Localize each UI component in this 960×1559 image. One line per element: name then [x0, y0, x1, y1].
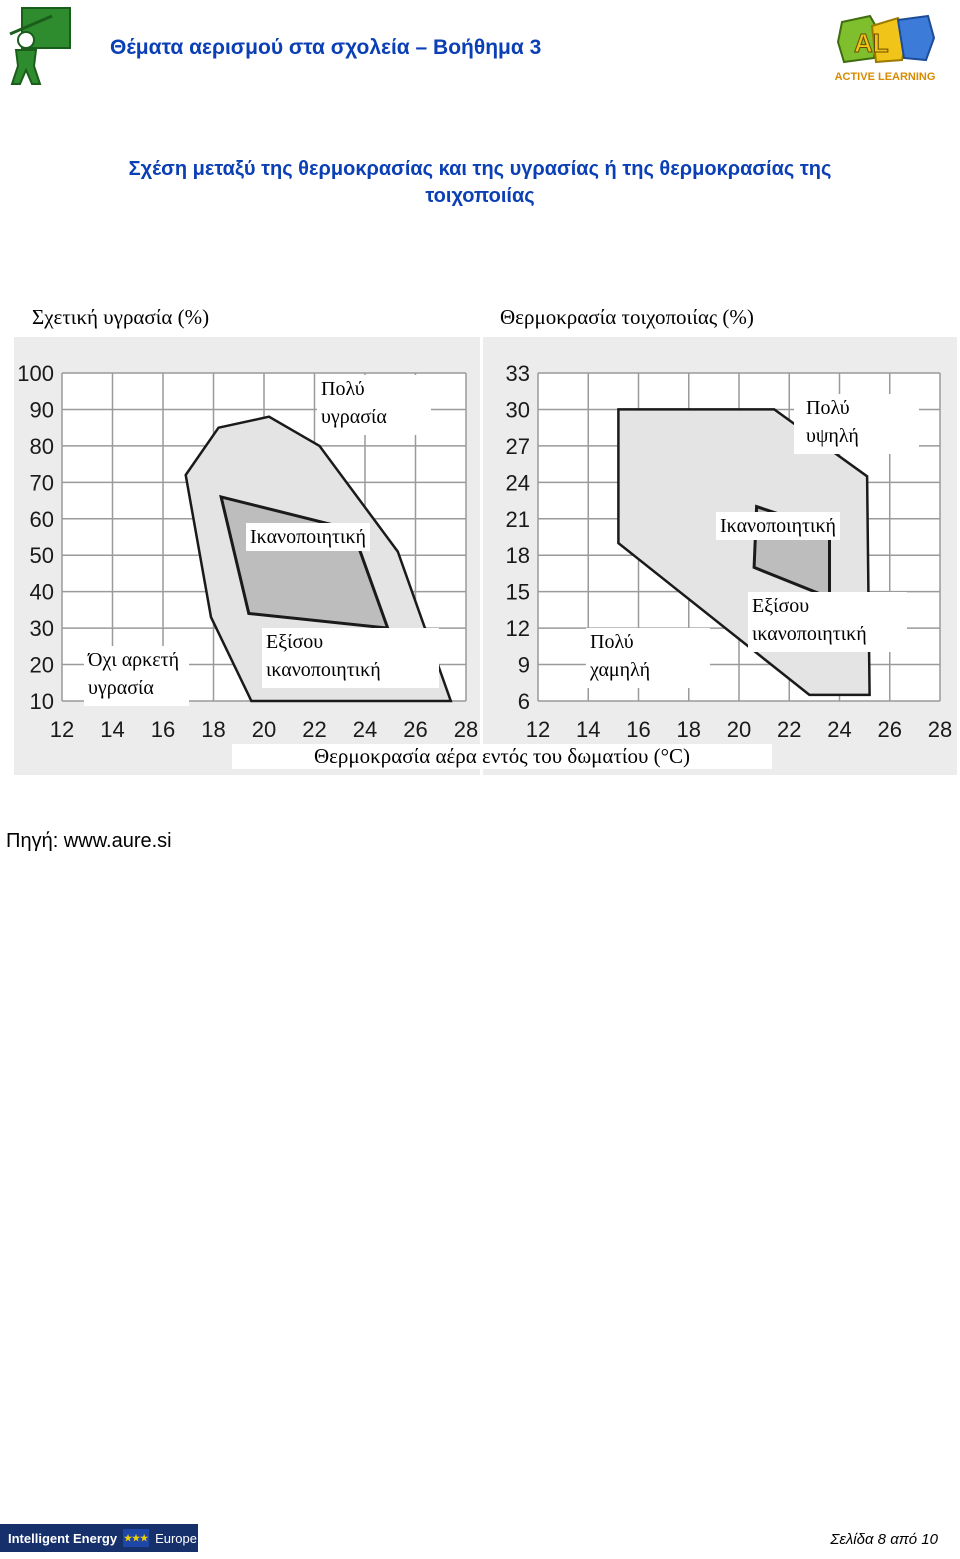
x-axis-caption-unit: °C) — [660, 744, 691, 768]
left-label-very-humid-1: Πολύ — [321, 378, 365, 400]
right-x-tick-label: 24 — [827, 717, 851, 742]
section-title-line2: τοιχοποιίας — [425, 185, 535, 207]
page-number: Σελίδα 8 από 10 — [830, 1531, 938, 1548]
right-label-very-high-1: Πολύ — [806, 397, 850, 419]
left-label-equal: Εξίσου ικανοποιητική — [262, 628, 439, 688]
right-y-tick-label: 18 — [506, 543, 530, 568]
left-y-tick-label: 20 — [30, 653, 54, 678]
left-y-tick-label: 100 — [17, 361, 54, 386]
right-y-tick-label: 33 — [506, 361, 530, 386]
right-y-tick-label: 6 — [518, 689, 530, 714]
left-label-very-humid-2: υγρασία — [321, 406, 387, 428]
left-x-tick-label: 18 — [201, 717, 225, 742]
left-y-tick-label: 80 — [30, 434, 54, 459]
left-axis-caption: Σχετική υγρασία (%) — [32, 305, 210, 329]
x-axis-caption: Θερμοκρασία αέρα εντός του δωματίου (°C) — [232, 744, 772, 769]
right-y-tick-label: 21 — [506, 507, 530, 532]
section-title: Σχέση μεταξύ της θερμοκρασίας και της υγ… — [0, 156, 960, 210]
right-axis-caption: Θερμοκρασία τοιχοποιίας (%) — [500, 305, 754, 329]
left-y-tick-label: 40 — [30, 580, 54, 605]
right-y-tick-label: 9 — [518, 653, 530, 678]
right-label-very-low-2: χαμηλή — [590, 659, 651, 681]
right-label-very-low-1: Πολύ — [590, 631, 634, 653]
right-label-satisfactory: Ικανοποιητική — [716, 512, 840, 540]
logo-caption: ACTIVE LEARNING — [835, 71, 936, 83]
right-x-tick-label: 16 — [626, 717, 650, 742]
teacher-logo — [6, 4, 72, 86]
left-x-tick-label: 16 — [151, 717, 175, 742]
right-y-tick-label: 27 — [506, 434, 530, 459]
left-y-tick-label: 50 — [30, 543, 54, 568]
right-label-very-high-2: υψηλή — [806, 425, 859, 447]
right-y-tick-label: 15 — [506, 580, 530, 605]
left-x-tick-label: 26 — [403, 717, 427, 742]
left-x-tick-label: 12 — [50, 717, 74, 742]
right-x-tick-label: 20 — [727, 717, 751, 742]
intelligent-energy-logo: Intelligent Energy ★★★ Europe — [0, 1524, 198, 1552]
logo-letters: AL — [854, 28, 889, 58]
right-x-tick-label: 12 — [526, 717, 550, 742]
right-y-tick-label: 12 — [506, 616, 530, 641]
right-x-tick-label: 28 — [928, 717, 952, 742]
right-label-equal-1: Εξίσου — [752, 595, 810, 617]
right-y-tick-label: 24 — [506, 470, 530, 495]
x-axis-caption-text: Θερμοκρασία αέρα εντός του δωματίου ( — [313, 744, 661, 768]
right-label-equal-2: ικανοποιητική — [752, 623, 867, 645]
left-y-tick-label: 60 — [30, 507, 54, 532]
left-label-satisfactory: Ικανοποιητική — [246, 523, 370, 551]
right-x-tick-label: 22 — [777, 717, 801, 742]
ie-logo-text: Intelligent Energy — [8, 1530, 118, 1546]
left-x-tick-label: 28 — [454, 717, 478, 742]
right-x-tick-label: 26 — [878, 717, 902, 742]
left-y-tick-label: 30 — [30, 616, 54, 641]
right-x-tick-label: 18 — [677, 717, 701, 742]
right-label-very-high: Πολύ υψηλή — [794, 394, 919, 454]
left-label-not-enough: Όχι αρκετή υγρασία — [84, 646, 190, 706]
right-label-equal: Εξίσου ικανοποιητική — [748, 592, 907, 652]
active-learning-logo: AL ACTIVE LEARNING — [830, 8, 940, 86]
left-x-tick-label: 20 — [252, 717, 276, 742]
left-x-tick-label: 14 — [100, 717, 124, 742]
left-label-very-humid: Πολύ υγρασία — [317, 375, 431, 435]
left-label-not-enough-1: Όχι αρκετή — [88, 649, 180, 671]
left-x-tick-label: 22 — [302, 717, 326, 742]
left-y-tick-label: 10 — [30, 689, 54, 714]
left-x-tick-label: 24 — [353, 717, 377, 742]
left-y-tick-label: 70 — [30, 470, 54, 495]
right-label-very-low: Πολύ χαμηλή — [586, 628, 711, 688]
ie-logo-suffix: Europe — [155, 1530, 197, 1546]
right-y-tick-label: 30 — [506, 397, 530, 422]
left-label-not-enough-2: υγρασία — [88, 677, 154, 699]
section-title-line1: Σχέση μεταξύ της θερμοκρασίας και της υγ… — [128, 158, 832, 180]
right-x-tick-label: 14 — [576, 717, 600, 742]
source-text: Πηγή: www.aure.si — [6, 830, 172, 852]
left-y-tick-label: 90 — [30, 397, 54, 422]
header-title: Θέματα αερισμού στα σχολεία – Βοήθημα 3 — [110, 36, 542, 59]
left-label-equal-1: Εξίσου — [266, 631, 324, 653]
left-label-equal-2: ικανοποιητική — [266, 659, 381, 681]
eu-flag-icon: ★★★ — [123, 1529, 150, 1547]
